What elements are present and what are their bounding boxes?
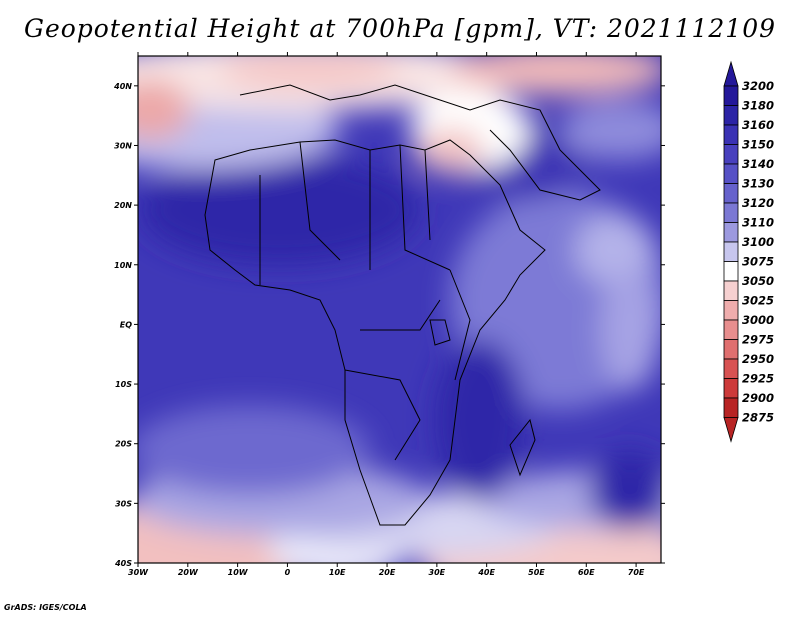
colorbar-label: 3140 [742,157,774,171]
colorbar-label: 3100 [742,235,774,249]
colorbar-swatch [723,261,739,282]
colorbar-swatch [723,85,739,106]
lon-label: 40E [477,568,495,577]
colorbar-label: 2950 [742,352,774,366]
lon-label: 30E [429,568,446,577]
lon-label: 70E [628,568,645,577]
colorbar-swatch [723,163,739,184]
height-field [138,56,661,563]
colorbar-bottom-arrow [723,417,739,443]
colorbar-swatch [723,397,739,418]
lat-label: 30N [114,141,132,150]
lat-label: 20N [114,201,132,210]
lon-label: 20W [178,568,199,577]
lon-label: 0 [285,568,291,577]
colorbar-swatch [723,183,739,204]
colorbar-swatch [723,124,739,145]
colorbar-swatch [723,358,739,379]
latitude-axis: 40N 30N 20N 10N EQ 10S 20S 30S 40S [113,82,665,568]
colorbar-label: 2975 [742,333,774,347]
colorbar-swatch [723,300,739,321]
colorbar-label: 3000 [742,313,774,327]
colorbar-label: 3130 [742,177,774,191]
lat-label: EQ [120,320,132,329]
colorbar-label: 3110 [742,216,774,230]
colorbar-swatch [723,319,739,340]
lon-label: 10W [228,568,249,577]
longitude-axis: 30W 20W 10W 0 10E 20E 30E 40E 50E 60E 70E [128,52,645,577]
lon-label: 10E [329,568,346,577]
colorbar-label: 3050 [742,274,774,288]
colorbar-top-arrow [723,60,739,87]
lon-label: 20E [379,568,396,577]
lat-label: 10N [114,261,132,270]
lat-label: 30S [115,499,132,508]
colorbar-label: 3200 [742,79,774,93]
map-frame [137,55,662,564]
colorbar-swatch [723,222,739,243]
colorbar-swatch [723,339,739,360]
colorbar-swatch [723,144,739,165]
colorbar: 3200 3180 3160 3150 3140 3130 3120 3110 3100 3075… [723,60,774,443]
map-title: Geopotential Height at 700hPa [gpm], VT:… [23,14,777,43]
lon-label: 60E [578,568,595,577]
map-figure: 40N 30N 20N 10N EQ 10S 20S 30S 40S 30W 20W 10W 0 10E… [113,52,774,577]
colorbar-swatch [723,280,739,301]
colorbar-label: 2875 [742,411,774,425]
lat-label: 10S [115,380,132,389]
colorbar-swatch [723,378,739,399]
colorbar-label: 2925 [742,372,774,386]
colorbar-label: 2900 [742,391,774,405]
colorbar-label: 3120 [742,196,774,210]
colorbar-swatch [723,241,739,262]
colorbar-label: 3150 [742,138,774,152]
coastlines [204,84,601,526]
colorbar-label: 3180 [742,99,774,113]
lon-label: 30W [128,568,149,577]
colorbar-label: 3025 [742,294,774,308]
colorbar-label: 3075 [742,255,774,269]
grads-credit: GrADS: IGES/COLA [4,603,87,612]
lat-label: 20S [115,440,132,449]
lat-label: 40S [114,559,132,568]
colorbar-swatch [723,202,739,223]
colorbar-swatch [723,105,739,126]
colorbar-label: 3160 [742,118,774,132]
lat-label: 40N [113,82,132,91]
lon-label: 50E [528,568,545,577]
